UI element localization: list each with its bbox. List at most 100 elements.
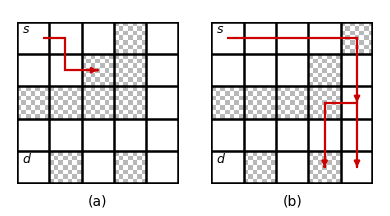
Bar [109,82,114,86]
Bar [49,114,54,119]
Bar [133,96,137,100]
Bar [35,105,40,110]
Bar [123,151,128,156]
Bar [267,156,271,160]
Bar [72,100,77,105]
Bar [313,59,318,63]
Bar [82,96,86,100]
Bar [359,31,364,35]
Bar [142,54,146,59]
Bar [133,54,137,59]
Bar [128,77,133,82]
Bar [96,59,100,63]
Bar [86,91,91,96]
Bar [96,100,100,105]
Bar [332,174,336,179]
Bar [294,86,299,91]
Bar [267,165,271,170]
Bar [123,160,128,165]
Bar [257,174,262,179]
Bar [257,165,262,170]
Text: (a): (a) [88,195,108,209]
Bar [308,73,313,77]
Bar [86,77,91,82]
Bar [332,156,336,160]
Bar [68,114,72,119]
Bar [128,26,133,31]
Bar [225,110,230,114]
Bar [253,96,257,100]
Bar [44,105,49,110]
Bar [318,73,322,77]
Bar [133,86,137,91]
Bar [63,100,68,105]
Bar [77,160,82,165]
Bar [137,174,142,179]
Bar [313,68,318,73]
Bar [119,91,123,96]
Bar [49,151,54,156]
Bar [262,114,267,119]
Bar [332,91,336,96]
Bar [17,86,21,91]
Bar [336,105,341,110]
Bar [262,179,267,184]
Bar [133,49,137,54]
Bar [105,59,109,63]
Bar [318,82,322,86]
Bar [82,82,86,86]
Bar [114,86,119,91]
Bar [82,114,86,119]
Bar [100,73,105,77]
Bar [355,35,359,40]
Bar [77,105,82,110]
Bar [54,100,58,105]
Bar [123,179,128,184]
Bar [128,156,133,160]
Bar [49,160,54,165]
Bar [369,49,373,54]
Bar [128,174,133,179]
Bar [82,105,86,110]
Bar [234,91,239,96]
Bar [63,174,68,179]
Bar [142,105,146,110]
Bar [137,77,142,82]
Bar [327,105,332,110]
Bar [336,73,341,77]
Bar [281,110,285,114]
Bar [109,114,114,119]
Bar [253,105,257,110]
Bar [248,110,253,114]
Bar [82,63,86,68]
Bar [114,31,119,35]
Bar [327,151,332,156]
Bar [142,151,146,156]
Bar [133,31,137,35]
Bar [276,105,281,110]
Bar [114,170,119,174]
Bar [304,96,308,100]
Bar [133,170,137,174]
Bar [137,59,142,63]
Bar [72,174,77,179]
Bar [244,86,248,91]
Bar [114,40,119,45]
Bar [105,110,109,114]
Bar [105,100,109,105]
Bar [77,179,82,184]
Bar [341,49,346,54]
Bar [318,160,322,165]
Bar [355,45,359,49]
Bar [341,22,346,26]
Bar [49,179,54,184]
Bar [109,96,114,100]
Bar [313,110,318,114]
Bar [96,68,100,73]
Bar [336,63,341,68]
Bar [82,86,86,91]
Bar [313,77,318,82]
Bar [123,86,128,91]
Bar [281,91,285,96]
Bar [341,31,346,35]
